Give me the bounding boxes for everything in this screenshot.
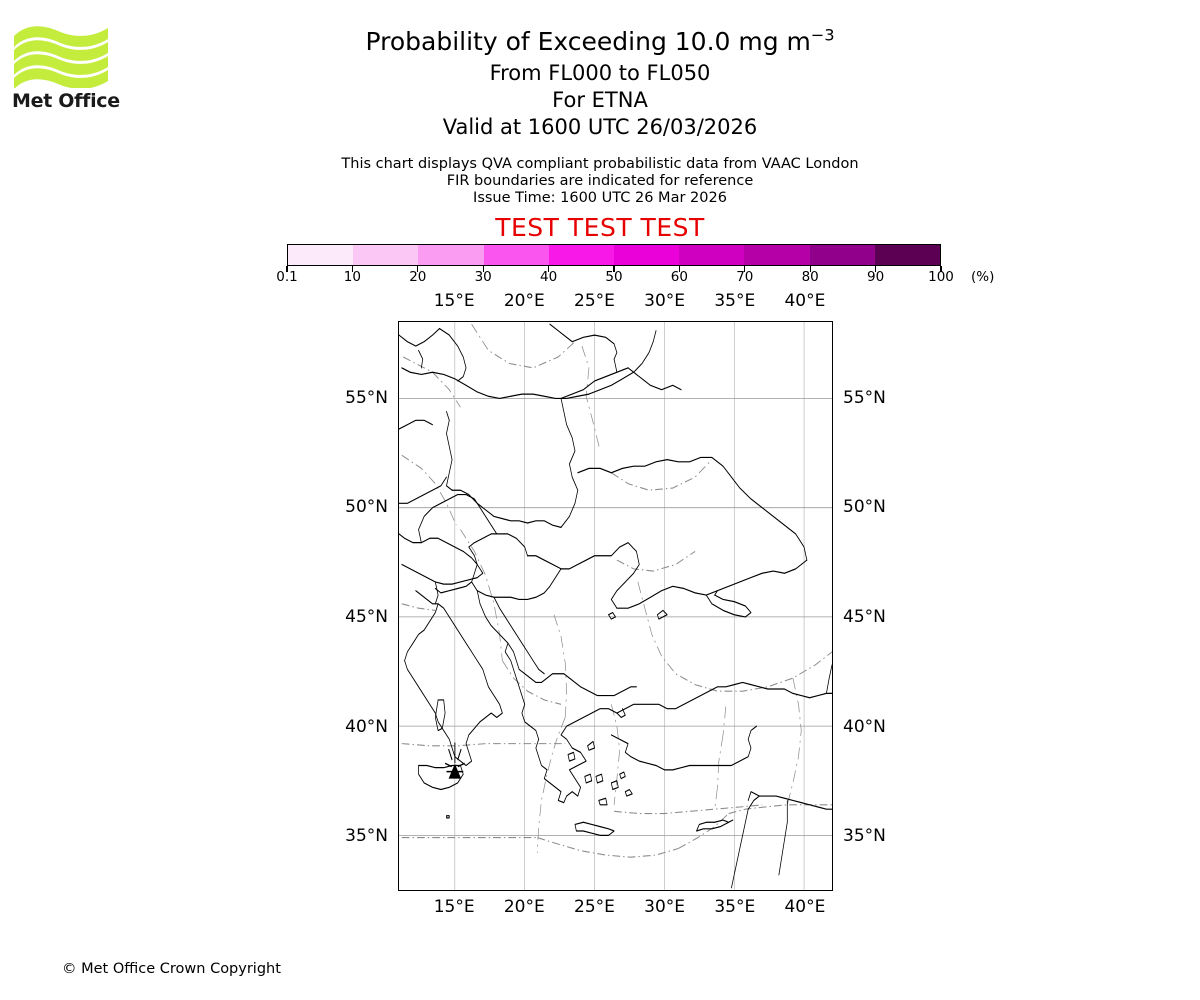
map-panel[interactable] <box>398 321 833 891</box>
lon-label-top-15°E: 15°E <box>433 291 475 311</box>
lat-label-left-45°N: 45°N <box>345 606 388 627</box>
colorbar-tick-90 <box>875 266 877 272</box>
colorbar-label-20: 20 <box>409 269 427 285</box>
colorbar-band-10-20 <box>353 245 419 265</box>
lon-label-top-25°E: 25°E <box>574 291 615 311</box>
lat-label-left-40°N: 40°N <box>345 716 388 737</box>
colorbar-label-10: 10 <box>343 269 361 285</box>
colorbar-label-80: 80 <box>801 269 819 285</box>
colorbar-band-20-30 <box>418 245 484 265</box>
volcano-marker-etna <box>444 742 465 779</box>
lon-label-bottom-35°E: 35°E <box>714 897 756 917</box>
colorbar-label-70: 70 <box>736 269 754 285</box>
colorbar-bands <box>287 244 941 266</box>
lon-label-bottom-40°E: 40°E <box>784 897 826 917</box>
coastlines-and-borders <box>399 323 832 889</box>
colorbar-band-60-70 <box>679 245 745 265</box>
colorbar-tick-50 <box>613 266 615 272</box>
lon-label-bottom-25°E: 25°E <box>574 897 615 917</box>
colorbar-label-100: 100 <box>928 269 954 285</box>
note-issue-time: Issue Time: 1600 UTC 26 Mar 2026 <box>473 189 727 206</box>
colorbar-ticks <box>286 266 942 274</box>
colorbar-tick-60 <box>678 266 680 272</box>
colorbar-label-0.1: 0.1 <box>276 269 298 285</box>
lon-label-bottom-20°E: 20°E <box>503 897 545 917</box>
colorbar-tick-80 <box>809 266 811 272</box>
lat-label-left-50°N: 50°N <box>345 497 388 518</box>
map-gridlines <box>399 322 832 890</box>
subtitle-valid-time: Valid at 1600 UTC 26/03/2026 <box>442 115 758 139</box>
colorbar-band-90-100 <box>874 245 941 265</box>
colorbar-label-60: 60 <box>670 269 688 285</box>
note-fir-boundaries: FIR boundaries are indicated for referen… <box>446 172 754 189</box>
lat-label-right-45°N: 45°N <box>843 606 886 627</box>
colorbar-label-50: 50 <box>605 269 623 285</box>
subtitle-volcano: For ETNA <box>552 88 648 112</box>
met-office-logo: Met Office <box>12 22 132 117</box>
lat-label-right-55°N: 55°N <box>843 387 886 408</box>
colorbar-label-90: 90 <box>867 269 885 285</box>
colorbar-band-80-90 <box>809 245 875 265</box>
lon-label-top-30°E: 30°E <box>644 291 686 311</box>
lat-label-right-35°N: 35°N <box>843 826 886 847</box>
page-title-superscript: −3 <box>810 25 835 45</box>
colorbar-tick-20 <box>417 266 419 272</box>
colorbar-tick-30 <box>482 266 484 272</box>
colorbar-tick-100 <box>940 266 942 272</box>
chart-notes-block: This chart displays QVA compliant probab… <box>0 156 1200 206</box>
colorbar-band-30-40 <box>483 245 549 265</box>
lat-label-right-40°N: 40°N <box>843 716 886 737</box>
met-office-wave-mark <box>14 26 108 88</box>
colorbar-tick-40 <box>548 266 550 272</box>
colorbar-tick-0.1 <box>286 266 288 272</box>
lat-label-left-55°N: 55°N <box>345 387 388 408</box>
colorbar-band-0.1-10 <box>288 245 354 265</box>
subtitle-flight-levels: From FL000 to FL050 <box>489 61 711 85</box>
copyright-notice: © Met Office Crown Copyright <box>62 961 281 977</box>
lon-label-top-20°E: 20°E <box>503 291 545 311</box>
colorbar-band-40-50 <box>548 245 615 265</box>
colorbar-band-70-80 <box>744 245 810 265</box>
colorbar-band-50-60 <box>614 245 680 265</box>
page-title: Probability of Exceeding 10.0 mg m−3 <box>0 24 1200 60</box>
lat-label-left-35°N: 35°N <box>345 826 388 847</box>
colorbar-tick-10 <box>351 266 353 272</box>
test-banner: TEST TEST TEST <box>495 213 705 242</box>
map-canvas <box>399 322 832 890</box>
lon-label-bottom-15°E: 15°E <box>433 897 475 917</box>
page-title-text: Probability of Exceeding 10.0 mg m <box>365 27 811 56</box>
colorbar-label-30: 30 <box>474 269 492 285</box>
lon-label-top-35°E: 35°E <box>714 291 756 311</box>
colorbar-unit-label: (%) <box>971 269 995 285</box>
lon-label-top-40°E: 40°E <box>784 291 826 311</box>
met-office-logo-text: Met Office <box>12 90 120 112</box>
lon-label-bottom-30°E: 30°E <box>644 897 686 917</box>
chart-title-block: Probability of Exceeding 10.0 mg m−3 Fro… <box>0 24 1200 141</box>
colorbar-tick-70 <box>744 266 746 272</box>
colorbar-label-40: 40 <box>540 269 558 285</box>
lat-label-right-50°N: 50°N <box>843 497 886 518</box>
probability-colorbar <box>287 244 941 266</box>
note-qva-compliance: This chart displays QVA compliant probab… <box>341 156 859 172</box>
colorbar-tick-labels: 0.1 10 20 30 40 50 60 70 80 90 100 <box>276 269 954 287</box>
